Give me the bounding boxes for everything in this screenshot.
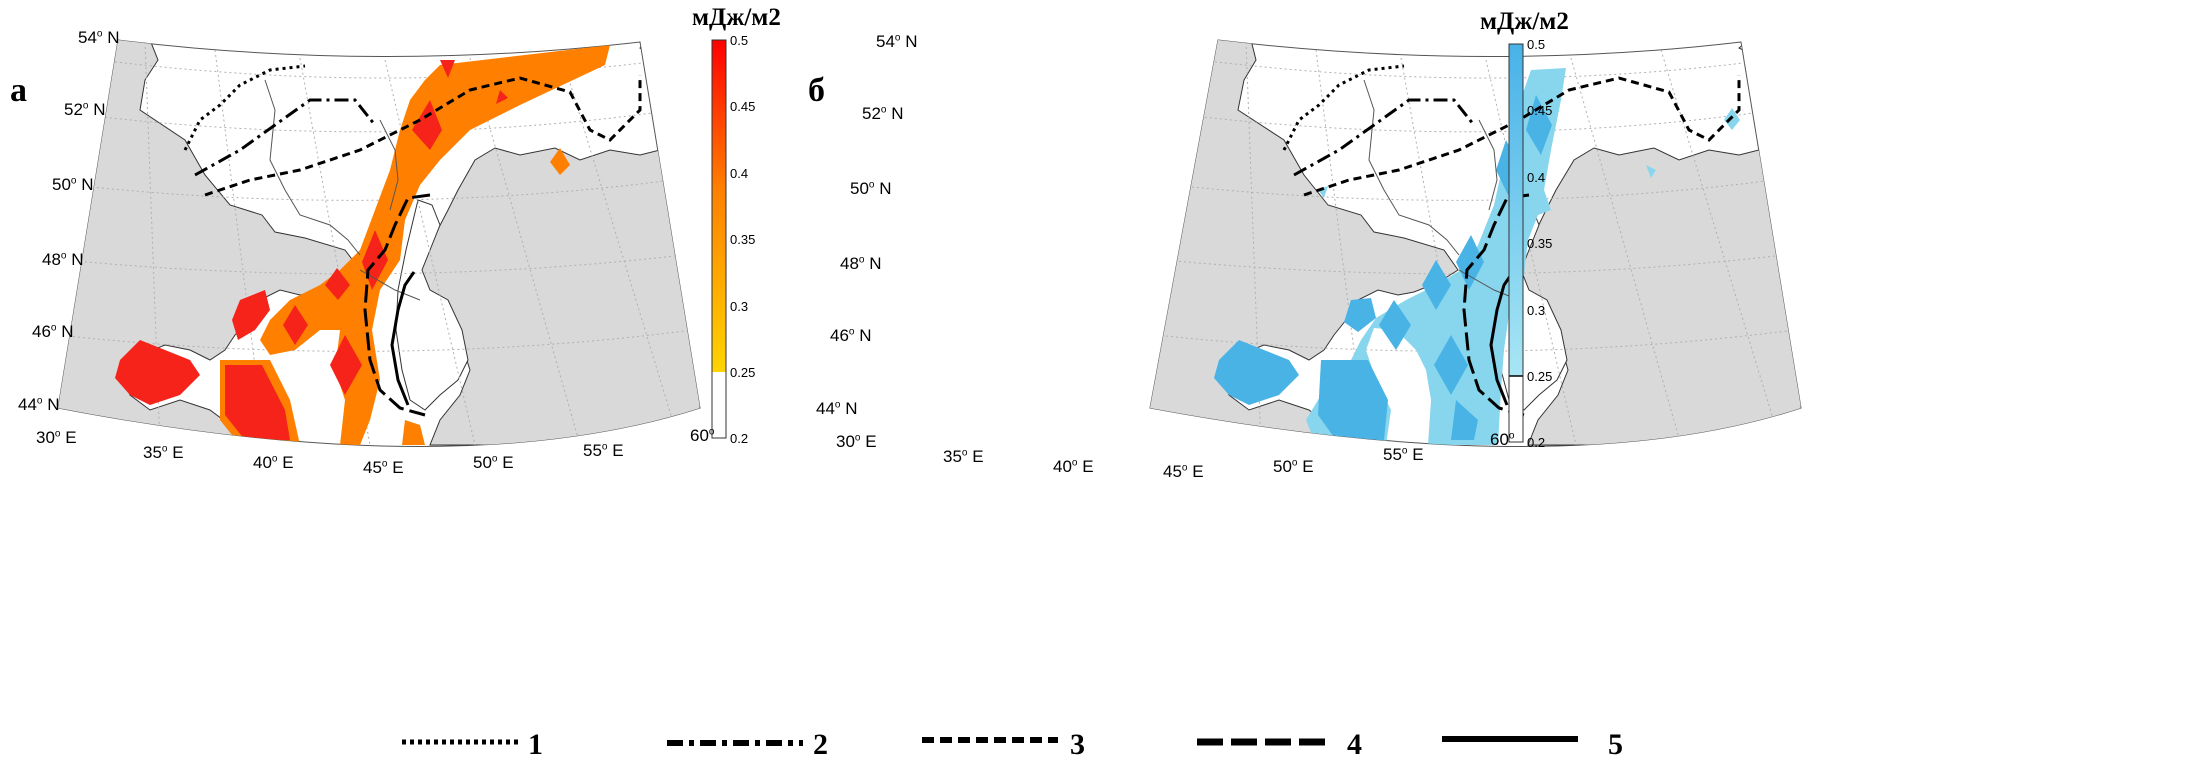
colorbar-tick: 0.3 bbox=[1527, 303, 1546, 318]
legend-swatch-long-dash bbox=[1197, 738, 1333, 746]
lon-label-55: 55o E bbox=[583, 441, 624, 460]
borders bbox=[264, 79, 421, 301]
lon-label-50: 50o E bbox=[1273, 457, 1314, 476]
colorbar-tick: 0.2 bbox=[1527, 435, 1546, 450]
legend-number: 1 bbox=[528, 728, 543, 761]
lon-label-50: 50o E bbox=[473, 453, 514, 472]
lon-label-45: 45o E bbox=[363, 458, 404, 477]
lon-label-60: 60o bbox=[1490, 430, 1515, 449]
lon-label-40: 40o E bbox=[253, 453, 294, 472]
lat-label-54: 54o N bbox=[78, 28, 120, 47]
legend-item-1: 1 bbox=[400, 700, 560, 761]
colorbar-tick: 0.5 bbox=[1527, 37, 1546, 52]
lat-label-48: 48o N bbox=[840, 254, 882, 273]
line-legend: 1 2 3 4 5 bbox=[0, 700, 2211, 761]
legend-item-3: 3 bbox=[920, 700, 1090, 761]
lon-label-40: 40o E bbox=[1053, 457, 1094, 476]
lon-label-60: 60o bbox=[690, 426, 715, 445]
colorbar-tick: 0.45 bbox=[730, 99, 756, 114]
legend-number: 2 bbox=[813, 728, 828, 761]
lon-label-35: 35o E bbox=[943, 447, 984, 466]
lon-label-35: 35o E bbox=[143, 443, 184, 462]
lat-label-44: 44o N bbox=[18, 395, 60, 414]
map-panel-a: а мДж/м2 0.5 0.45 0.4 0.35 0.3 0.25 0.2 … bbox=[0, 0, 1105, 660]
lat-label-48: 48o N bbox=[42, 250, 84, 269]
legend-swatch-short-dash bbox=[922, 737, 1058, 743]
lat-label-50: 50o N bbox=[850, 179, 892, 198]
lat-label-52: 52o N bbox=[64, 100, 106, 119]
legend-number: 4 bbox=[1347, 728, 1362, 761]
boundary-lines bbox=[183, 64, 642, 417]
colorbar-tick: 0.2 bbox=[730, 431, 749, 446]
legend-item-5: 5 bbox=[1440, 700, 1640, 761]
map-canvas-b bbox=[1149, 39, 1802, 447]
lat-label-54: 54o N bbox=[876, 32, 918, 51]
colorbar-tick: 0.25 bbox=[1527, 369, 1553, 384]
lon-label-30: 30o E bbox=[36, 428, 77, 447]
lon-label-45: 45o E bbox=[1163, 462, 1204, 481]
lat-label-46: 46o N bbox=[32, 322, 74, 341]
legend-swatch-solid bbox=[1442, 736, 1578, 742]
legend-swatch-dotted bbox=[402, 739, 518, 745]
lon-label-55: 55o E bbox=[1383, 445, 1424, 464]
map-canvas-a bbox=[57, 39, 727, 447]
lat-label-50: 50o N bbox=[52, 175, 94, 194]
colorbar-tick: 0.45 bbox=[1527, 103, 1553, 118]
lon-label-30: 30o E bbox=[836, 432, 877, 451]
lat-label-46: 46o N bbox=[830, 326, 872, 345]
outside-region-east bbox=[1515, 40, 1801, 446]
panel-letter-a: а bbox=[10, 72, 27, 109]
legend-swatch-dash-dot bbox=[667, 740, 803, 746]
graticule bbox=[1155, 41, 1795, 446]
colorbar-tick: 0.25 bbox=[730, 365, 756, 380]
panel-letter-b: б bbox=[808, 72, 825, 109]
colorbar-tick: 0.4 bbox=[730, 166, 749, 181]
legend-item-2: 2 bbox=[665, 700, 835, 761]
hazard-zones-b bbox=[1214, 68, 1740, 445]
legend-item-4: 4 bbox=[1195, 700, 1375, 761]
legend-number: 5 bbox=[1608, 728, 1623, 761]
colorbar-title-b: мДж/м2 bbox=[1480, 8, 1569, 35]
colorbar-tick: 0.5 bbox=[730, 33, 749, 48]
legend-number: 3 bbox=[1070, 728, 1085, 761]
hazard-zones-a bbox=[115, 45, 610, 445]
colorbar-a bbox=[711, 39, 727, 439]
colorbar-tick: 0.3 bbox=[730, 299, 749, 314]
colorbar-tick: 0.35 bbox=[1527, 236, 1553, 251]
outside-region-east bbox=[417, 40, 700, 446]
boundary-lines bbox=[1282, 64, 1741, 417]
colorbar-tick: 0.35 bbox=[730, 232, 756, 247]
colorbar-b bbox=[1508, 43, 1524, 443]
colorbar-title-a: мДж/м2 bbox=[692, 4, 781, 31]
lat-label-52: 52o N bbox=[862, 104, 904, 123]
colorbar-tick: 0.4 bbox=[1527, 170, 1546, 185]
map-panel-b bbox=[1106, 0, 2211, 660]
lat-label-44: 44o N bbox=[816, 399, 858, 418]
